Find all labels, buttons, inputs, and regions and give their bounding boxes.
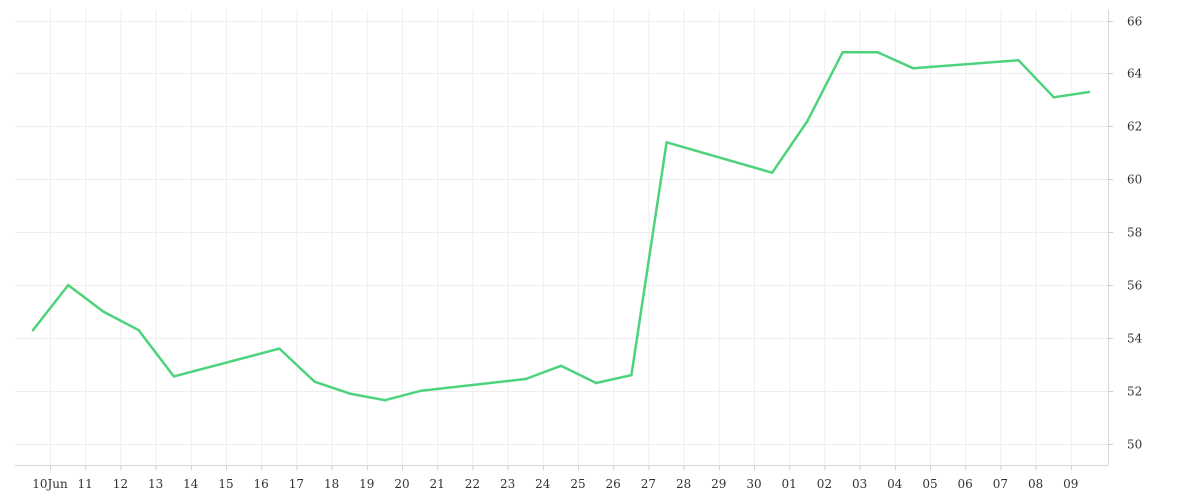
y-tick-label: 54: [1127, 332, 1143, 346]
x-axis-ticks: 10Jun 11 12 13 14 15 16 17 18 19 20 21 22 23 24 25 26 27 2…: [32, 465, 1078, 491]
data-point: [559, 364, 563, 367]
x-tick-label: 27: [641, 477, 656, 491]
x-tick-label: 30: [746, 477, 761, 491]
data-point: [771, 171, 774, 174]
data-point: [1052, 96, 1056, 99]
y-tick-label: 64: [1127, 67, 1143, 81]
data-point: [102, 310, 105, 313]
data-point: [313, 380, 316, 383]
x-tick-label: 14: [183, 477, 199, 491]
data-point: [911, 67, 915, 70]
y-tick-label: 52: [1127, 385, 1142, 399]
data-point: [172, 375, 175, 378]
x-tick-label: 11: [78, 477, 93, 491]
x-tick-label: 25: [570, 477, 585, 491]
x-tick-label: 10Jun: [32, 477, 68, 491]
x-tick-label: 24: [535, 477, 551, 491]
x-tick-label: 09: [1063, 477, 1078, 491]
y-tick-label: 50: [1127, 438, 1142, 452]
x-tick-label: 13: [148, 477, 163, 491]
data-point: [595, 381, 598, 385]
x-tick-label: 28: [676, 477, 691, 491]
data-point: [630, 373, 633, 377]
data-point: [348, 392, 351, 395]
x-tick-label: 26: [606, 477, 621, 491]
x-tick-label: 02: [817, 477, 832, 491]
y-tick-label: 62: [1127, 120, 1142, 134]
y-tick-label: 60: [1127, 173, 1142, 187]
data-point: [876, 51, 879, 54]
x-tick-label: 18: [324, 477, 339, 491]
data-point: [806, 119, 809, 123]
y-tick-label: 56: [1127, 279, 1142, 293]
x-tick-label: 12: [113, 477, 128, 491]
x-tick-label: 05: [922, 477, 937, 491]
x-tick-label: 17: [289, 477, 304, 491]
x-tick-label: 16: [254, 477, 269, 491]
data-point: [1017, 59, 1020, 62]
x-tick-label: 07: [993, 477, 1008, 491]
x-tick-label: 06: [958, 477, 973, 491]
data-point: [137, 328, 140, 332]
data-point: [383, 399, 387, 402]
y-tick-label: 58: [1127, 226, 1142, 240]
data-point: [841, 51, 844, 54]
data-point: [419, 389, 422, 393]
x-tick-label: 03: [852, 477, 867, 491]
x-tick-label: 19: [359, 477, 374, 491]
horizontal-gridlines: [15, 21, 1108, 445]
data-point: [278, 347, 281, 350]
x-tick-label: 04: [887, 477, 903, 491]
x-tick-label: 08: [1028, 477, 1043, 491]
data-point: [67, 283, 70, 287]
x-tick-label: 20: [394, 477, 409, 491]
x-tick-label: 23: [500, 477, 515, 491]
data-point: [31, 328, 35, 332]
y-axis-ticks: 50 52 54 56 58 60 62 64 66: [1108, 15, 1143, 452]
data-points: [31, 51, 1091, 402]
data-point: [665, 141, 668, 144]
x-tick-label: 29: [711, 477, 726, 491]
x-tick-label: 01: [782, 477, 797, 491]
vertical-gridlines: [50, 10, 1072, 465]
data-point: [524, 377, 527, 381]
x-tick-label: 21: [430, 477, 445, 491]
x-tick-label: 22: [465, 477, 480, 491]
data-point: [1087, 90, 1091, 94]
y-tick-label: 66: [1127, 15, 1142, 29]
x-tick-label: 15: [218, 477, 233, 491]
